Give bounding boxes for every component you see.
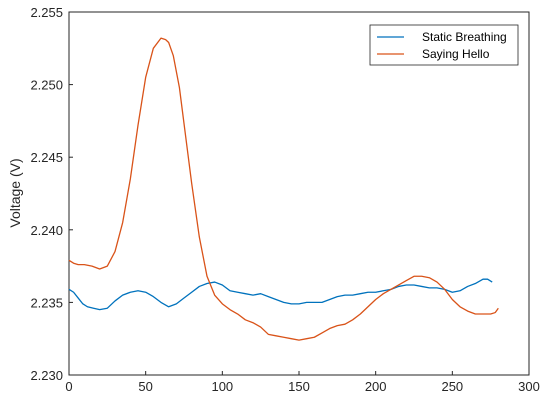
labels-layer: 0 50 100 150 200 250 300 2.230 2.235 2.240 2.245 2.… [30,5,539,394]
plot-area [68,11,530,376]
x-tick-label: 50 [138,379,152,394]
y-tick-label: 2.240 [30,223,63,238]
x-tick-label: 300 [518,379,540,394]
legend-label-saying-hello: Saying Hello [422,47,490,61]
y-tick-label: 2.245 [30,150,63,165]
y-axis-label: Voltage (V) [7,158,23,227]
legend-label-static-breathing: Static Breathing [422,30,507,44]
y-tick-label: 2.230 [30,368,63,383]
series-layer [68,37,499,341]
ticks-layer [68,11,530,376]
x-tick-label: 200 [365,379,387,394]
x-tick-label: 150 [288,379,310,394]
series-line-saying-hello [68,37,499,341]
y-tick-label: 2.235 [30,295,63,310]
y-tick-label: 2.255 [30,5,63,20]
x-tick-label: 0 [65,379,72,394]
x-tick-label: 250 [441,379,463,394]
legend-box [369,24,519,66]
legend: Static Breathing Saying Hello [369,24,519,66]
series-line-static-breathing [68,278,493,311]
y-tick-label: 2.250 [30,78,63,93]
x-tick-label: 100 [211,379,233,394]
